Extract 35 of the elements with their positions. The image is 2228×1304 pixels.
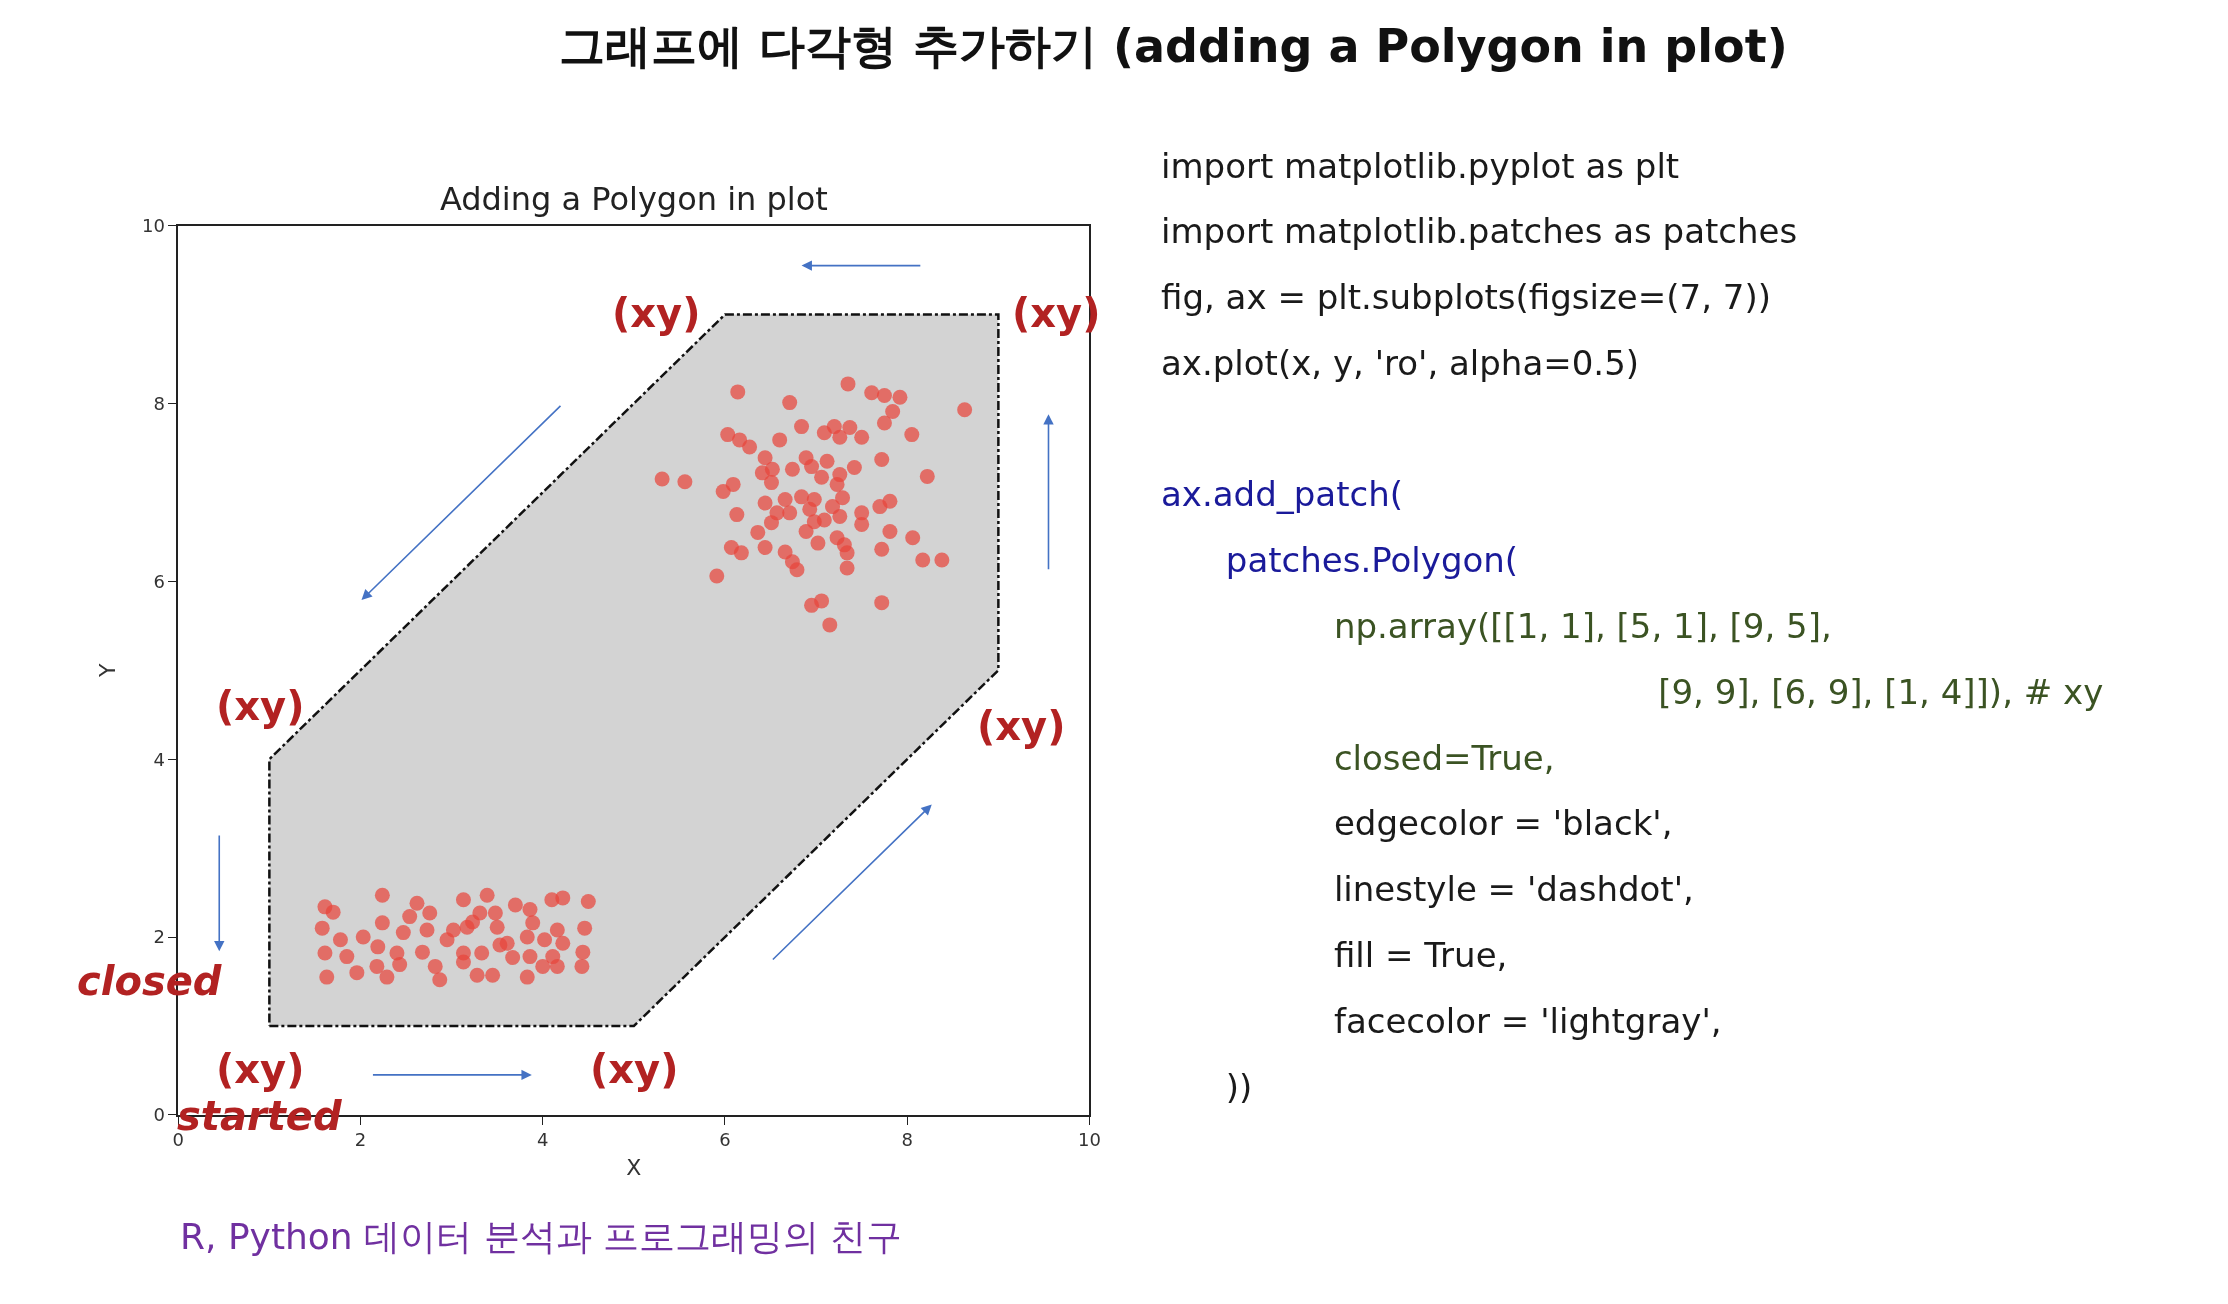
text: 그래프에 다각형 추가하기 (adding a Polygon in plot)	[559, 19, 1788, 73]
text: ax.add_patch(	[1161, 474, 1404, 514]
text: linestyle = 'dashdot',	[1161, 869, 1694, 909]
text: ))	[1161, 1067, 1253, 1107]
x-axis-title: X	[626, 1154, 642, 1180]
annotation: (xy)	[216, 683, 305, 729]
annotation: (xy)	[977, 703, 1066, 749]
text: np.array([[1, 1], [5, 1], [9, 5],	[1161, 606, 1832, 646]
text: patches.Polygon(	[1161, 540, 1519, 580]
text: closed=True,	[1161, 738, 1555, 778]
y-tick-label: 2	[153, 926, 165, 948]
annotation: (xy)	[612, 290, 701, 336]
y-tick-label: 0	[153, 1104, 165, 1126]
x-tick-label: 4	[537, 1129, 549, 1151]
text: ax.plot(x, y, 'ro', alpha=0.5)	[1161, 343, 1640, 383]
annotation: (xy)	[216, 1046, 305, 1092]
chart-title: Adding a Polygon in plot	[439, 179, 828, 218]
y-axis-title: Y	[95, 662, 121, 678]
text: [9, 9], [6, 9], [1, 4]]), # xy	[1161, 672, 2104, 712]
y-tick-label: 4	[153, 748, 165, 770]
text: R, Python 데이터 분석과 프로그래밍의 친구	[180, 1216, 903, 1257]
y-tick-label: 6	[153, 570, 165, 592]
text: edgecolor = 'black',	[1161, 803, 1673, 843]
x-tick-label: 10	[1078, 1129, 1101, 1151]
text: facecolor = 'lightgray',	[1161, 1001, 1722, 1041]
x-tick-label: 6	[719, 1129, 731, 1151]
text: fill = True,	[1161, 935, 1508, 975]
y-tick-label: 8	[153, 392, 165, 414]
y-tick-label: 10	[141, 214, 165, 236]
text: import matplotlib.pyplot as plt	[1161, 146, 1680, 186]
text: fig, ax = plt.subplots(figsize=(7, 7))	[1161, 277, 1771, 317]
text: import matplotlib.patches as patches	[1161, 211, 1798, 251]
x-tick-label: 8	[901, 1129, 913, 1151]
x-tick-label: 2	[354, 1129, 367, 1151]
annotation: (xy)	[590, 1046, 679, 1092]
